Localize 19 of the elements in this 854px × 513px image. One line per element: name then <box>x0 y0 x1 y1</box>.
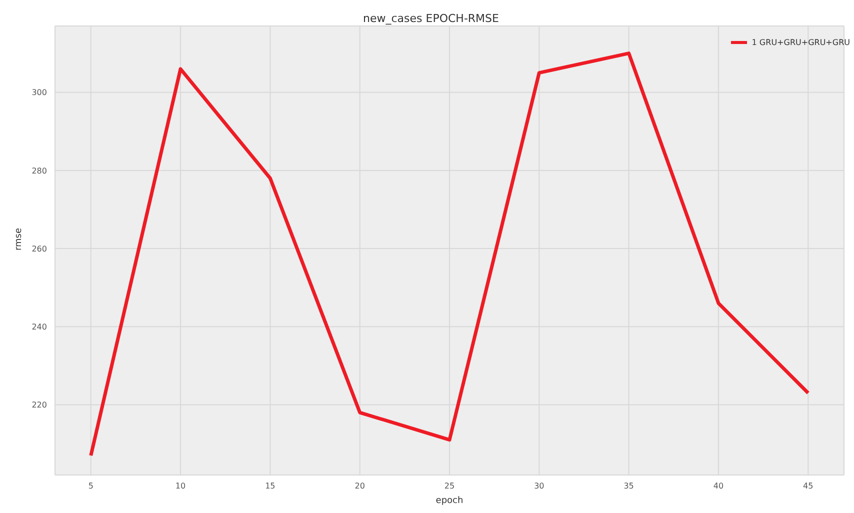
chart-title: new_cases EPOCH-RMSE <box>362 12 500 25</box>
y-axis-title: rmse <box>14 228 24 250</box>
x-tick-label: 40 <box>713 482 724 491</box>
x-tick-label: 10 <box>175 482 186 491</box>
y-tick-label: 280 <box>32 166 47 176</box>
line-series <box>89 52 810 458</box>
y-tick-label: 300 <box>32 88 47 98</box>
legend-label: 1 GRU+GRU+GRU+GRU <box>752 38 850 47</box>
y-tick-label: 260 <box>32 244 47 254</box>
x-tick-label: 30 <box>534 482 544 491</box>
x-tick-label: 5 <box>88 482 94 491</box>
x-tick-label: 25 <box>444 482 455 491</box>
x-tick-label: 20 <box>354 482 365 491</box>
y-tick-label: 240 <box>32 322 47 332</box>
x-axis-title: epoch <box>436 496 464 506</box>
y-tick-label: 220 <box>32 400 47 410</box>
x-tick-label: 15 <box>265 482 276 491</box>
x-tick-label: 35 <box>624 482 634 491</box>
x-tick-label: 45 <box>803 482 814 491</box>
